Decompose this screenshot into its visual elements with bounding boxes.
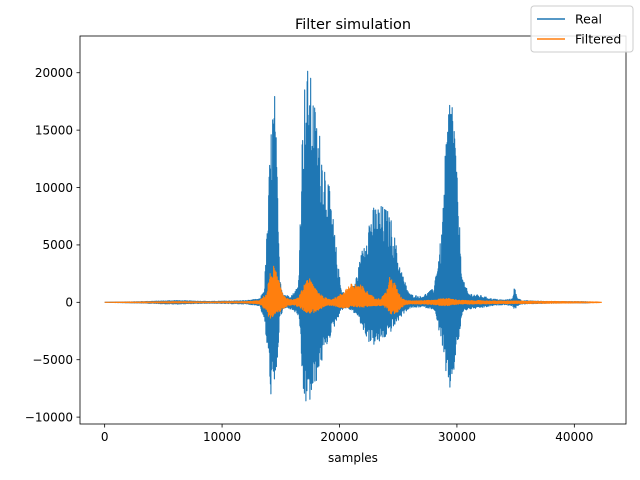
legend-label-filtered: Filtered	[575, 32, 621, 47]
y-tick-label: 10000	[35, 181, 73, 195]
x-tick-label: 10000	[203, 430, 241, 444]
y-tick-label: 0	[65, 296, 73, 310]
x-axis-label: samples	[328, 451, 378, 465]
legend-box	[530, 5, 634, 53]
legend-label-real: Real	[575, 12, 602, 27]
chart-title: Filter simulation	[295, 17, 411, 33]
series-line-real	[104, 70, 594, 402]
plot-frame	[79, 35, 627, 425]
y-tick-label: 5000	[42, 238, 73, 252]
series-line-filtered	[104, 265, 602, 319]
x-tick-label: 20000	[320, 430, 358, 444]
y-tick-label: −10000	[25, 410, 73, 424]
x-tick-label: 0	[101, 430, 109, 444]
y-axis: −10000 −5000 0 5000 10000 15000 20000	[25, 66, 80, 424]
x-axis: 0 10000 20000 30000 40000	[101, 424, 593, 444]
y-tick-label: 20000	[35, 66, 73, 80]
y-tick-label: −5000	[32, 353, 73, 367]
x-tick-label: 30000	[438, 430, 476, 444]
plot-series	[104, 70, 602, 402]
y-tick-label: 15000	[35, 123, 73, 137]
x-tick-label: 40000	[555, 430, 593, 444]
legend: Real Filtered	[530, 5, 634, 53]
